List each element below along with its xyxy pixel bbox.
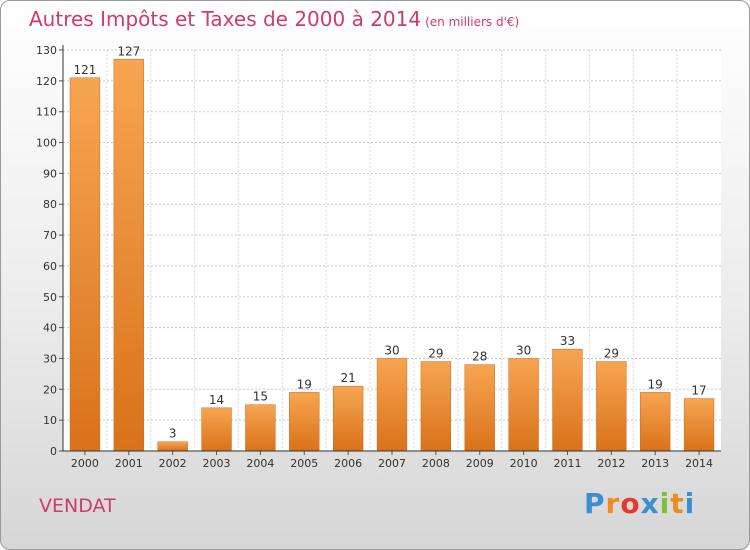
value-label: 33 [560,334,575,348]
x-tick-label: 2009 [466,457,494,470]
value-label: 3 [169,427,177,441]
x-tick-label: 2008 [422,457,450,470]
value-label: 127 [117,44,140,58]
bar-2007 [376,358,408,452]
commune-name: VENDAT [39,495,116,517]
y-tick-label: 110 [36,106,57,119]
y-tick-label: 20 [43,383,57,396]
value-label: 29 [428,347,443,361]
bar-2009 [464,364,495,452]
x-tick-label: 2003 [203,457,231,470]
proxiti-logo: Proxiti [584,487,695,520]
chart-subtitle: (en milliers d'€) [425,15,520,29]
logo-letter: i [659,487,671,520]
x-tick-label: 2014 [685,457,713,470]
x-tick-label: 2005 [290,457,318,470]
x-tick-label: 2012 [597,457,625,470]
value-label: 19 [297,377,312,391]
value-label: 19 [648,377,663,391]
x-tick-label: 2002 [159,457,187,470]
value-label: 121 [73,63,96,77]
value-label: 21 [340,371,355,385]
x-tick-label: 2011 [553,457,581,470]
value-label: 14 [209,393,224,407]
value-label: 15 [253,390,268,404]
y-tick-label: 130 [36,44,57,57]
y-tick-label: 70 [43,229,57,242]
y-tick-label: 100 [36,137,57,150]
y-tick-label: 50 [43,291,57,304]
chart-title-text: Autres Impôts et Taxes de 2000 à 2014 [29,7,422,31]
x-tick-label: 2010 [510,457,538,470]
chart-title: Autres Impôts et Taxes de 2000 à 2014 (en… [29,7,519,31]
value-label: 17 [691,384,706,398]
value-label: 30 [516,343,531,357]
y-tick-label: 120 [36,75,57,88]
y-tick-label: 60 [43,260,57,273]
logo-letter: P [584,487,606,520]
bar-2010 [508,358,539,452]
value-label: 30 [384,343,399,357]
bar-2003 [201,407,232,452]
value-label: 29 [604,347,619,361]
x-tick-label: 2013 [641,457,669,470]
bar-2013 [640,392,671,452]
bar-2012 [596,361,627,452]
logo-letter: t [670,487,685,520]
x-tick-label: 2006 [334,457,362,470]
y-tick-label: 10 [43,414,57,427]
logo-letter: i [684,487,696,520]
bar-2006 [332,385,364,452]
x-tick-label: 2000 [71,457,99,470]
value-label: 28 [472,350,487,364]
bar-2008 [420,361,452,452]
bar-2000 [69,77,101,452]
bar-2005 [289,392,320,452]
y-tick-label: 30 [43,352,57,365]
logo-letter: o [620,487,641,520]
y-tick-label: 0 [50,445,57,458]
logo-letter: r [605,487,621,520]
x-tick-label: 2004 [246,457,274,470]
x-tick-label: 2001 [115,457,143,470]
bar-2001 [113,59,144,452]
y-tick-label: 40 [43,322,57,335]
bar-2004 [245,404,276,452]
bar-2002 [157,441,188,452]
y-tick-label: 90 [43,167,57,180]
bar-2011 [552,348,583,452]
logo-letter: x [640,487,660,520]
bar-2014 [683,398,715,452]
x-tick-label: 2007 [378,457,406,470]
y-tick-label: 80 [43,198,57,211]
